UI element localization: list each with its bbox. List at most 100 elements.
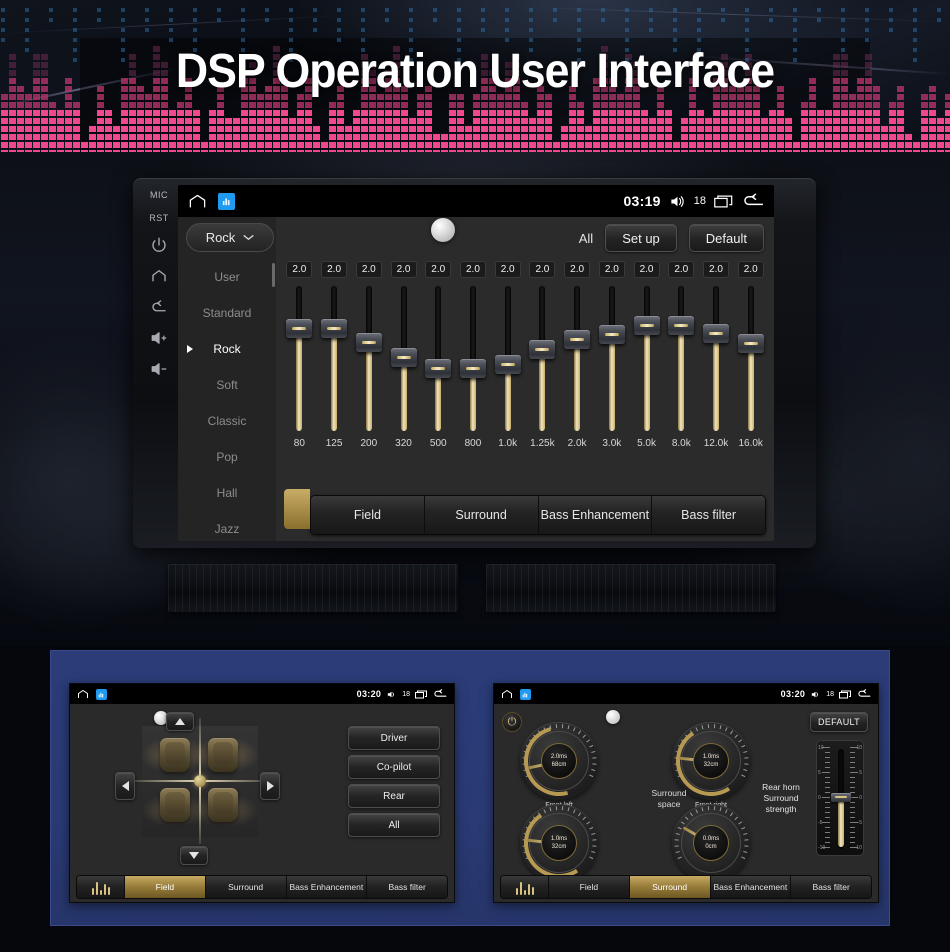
front-left-delay-knob[interactable]: 2.0ms68cmFront left [511,713,607,809]
volume-up-icon[interactable] [150,329,168,347]
eq-slider[interactable] [355,286,382,431]
music-app-icon[interactable] [96,688,107,700]
eq-slider-handle[interactable] [668,316,695,336]
eq-slider[interactable] [564,286,591,431]
preset-dropdown-button[interactable]: Rock [186,223,274,252]
eq-slider[interactable] [425,286,452,431]
reset-key[interactable]: RST [149,213,169,223]
right-arrow-button[interactable] [260,772,280,800]
music-app-icon[interactable] [218,192,235,210]
head-unit-side-keys[interactable]: MIC RST [139,184,179,542]
back-icon[interactable] [857,689,871,699]
eq-slider-handle[interactable] [425,359,452,379]
rear-left-delay-knob[interactable]: 1.0ms32cmRear left [517,801,601,891]
all-label[interactable]: All [578,230,594,246]
front-right-delay-knob[interactable]: 1.0ms32cmFront right [669,719,753,809]
tab-bass-enhancement[interactable]: Bass Enhancement [538,496,653,534]
tab-bass-enhancement[interactable]: Bass Enhancement [710,876,792,898]
eq-slider-handle[interactable] [494,355,521,375]
preset-item-soft[interactable]: Soft [216,378,238,392]
preset-item-jazz[interactable]: Jazz [214,522,240,536]
mic-key[interactable]: MIC [150,190,168,200]
tab-field[interactable]: Field [311,496,425,534]
recents-icon[interactable] [714,194,734,209]
eq-slider-handle[interactable] [355,332,382,352]
equalizer-tab-active-indicator[interactable] [284,489,310,529]
eq-slider[interactable] [459,286,486,431]
music-app-icon[interactable] [520,688,531,700]
eq-slider[interactable] [529,286,556,431]
field-position-marker[interactable] [194,775,206,787]
seat-preset-copilot[interactable]: Co-pilot [348,755,440,779]
tab-field[interactable]: Field [125,876,206,898]
eq-slider-handle[interactable] [633,316,660,336]
default-button[interactable]: Default [688,224,764,252]
preset-item-rock[interactable]: Rock [178,331,276,367]
tab-bass-enhancement[interactable]: Bass Enhancement [286,876,368,898]
power-icon[interactable] [150,236,168,254]
home-icon[interactable] [501,689,513,699]
tab-bass-filter[interactable]: Bass filter [652,496,765,534]
tab-bass-filter[interactable]: Bass filter [791,876,871,898]
slider-handle[interactable] [831,792,851,802]
rear-right-delay-knob[interactable]: 0.0ms0cmRear right [672,804,750,891]
eq-slider[interactable] [668,286,695,431]
eq-slider-handle[interactable] [702,323,729,343]
tab-surround[interactable]: Surround [629,876,711,898]
preset-list[interactable]: User Standard Rock Soft Classic Pop Hall Jazz [178,259,276,541]
eq-slider-handle[interactable] [390,347,417,367]
eq-slider[interactable] [598,286,625,431]
down-arrow-button[interactable] [180,846,208,865]
volume-down-icon[interactable] [150,360,168,378]
eq-band-3.0k: 2.0 3.0k [594,259,629,473]
back-icon[interactable] [742,193,764,209]
home-icon[interactable] [188,193,207,209]
preset-scrollbar[interactable] [272,263,275,287]
preset-item-classic[interactable]: Classic [207,414,247,428]
preset-item-hall[interactable]: Hall [216,486,238,500]
volume-icon[interactable] [669,194,686,209]
up-arrow-button[interactable] [166,712,194,731]
left-arrow-button[interactable] [115,772,135,800]
eq-band-800: 2.0 800 [456,259,491,473]
eq-slider-handle[interactable] [737,333,764,353]
volume-level: 18 [693,195,706,207]
tab-surround[interactable]: Surround [205,876,287,898]
tab-bass-filter[interactable]: Bass filter [367,876,447,898]
seat-preset-rear[interactable]: Rear [348,784,440,808]
preset-item-user[interactable]: User [214,270,240,284]
preset-item-pop[interactable]: Pop [216,450,238,464]
eq-slider[interactable] [494,286,521,431]
back-icon[interactable] [433,689,447,699]
seat-preset-all[interactable]: All [348,813,440,837]
eq-slider[interactable] [321,286,348,431]
eq-slider-handle[interactable] [459,359,486,379]
surround-strength-slider[interactable]: 10 10 5 5 0 0 -5 -5 -10 -10 [816,740,864,856]
eq-slider-handle[interactable] [598,325,625,345]
eq-slider[interactable] [286,286,313,431]
tab-field[interactable]: Field [549,876,630,898]
eq-slider-handle[interactable] [321,318,348,338]
eq-slider-handle[interactable] [564,330,591,350]
home-icon[interactable] [150,267,168,285]
recents-icon[interactable] [415,690,428,699]
eq-slider[interactable] [737,286,764,431]
seat-preset-driver[interactable]: Driver [348,726,440,750]
preset-item-standard[interactable]: Standard [202,306,252,320]
tab-equalizer[interactable] [501,876,549,898]
tab-surround[interactable]: Surround [424,496,539,534]
tab-equalizer[interactable] [77,876,125,898]
eq-slider-handle[interactable] [529,340,556,360]
eq-slider-handle[interactable] [286,318,313,338]
home-icon[interactable] [77,689,89,699]
volume-icon[interactable] [810,690,821,699]
setup-button[interactable]: Set up [605,224,677,252]
default-button[interactable]: DEFAULT [810,712,868,732]
eq-slider[interactable] [702,286,729,431]
power-icon[interactable]: ⏻ [502,712,522,732]
back-icon[interactable] [150,298,168,316]
eq-slider[interactable] [633,286,660,431]
eq-slider[interactable] [390,286,417,431]
recents-icon[interactable] [839,690,852,699]
volume-icon[interactable] [386,690,397,699]
